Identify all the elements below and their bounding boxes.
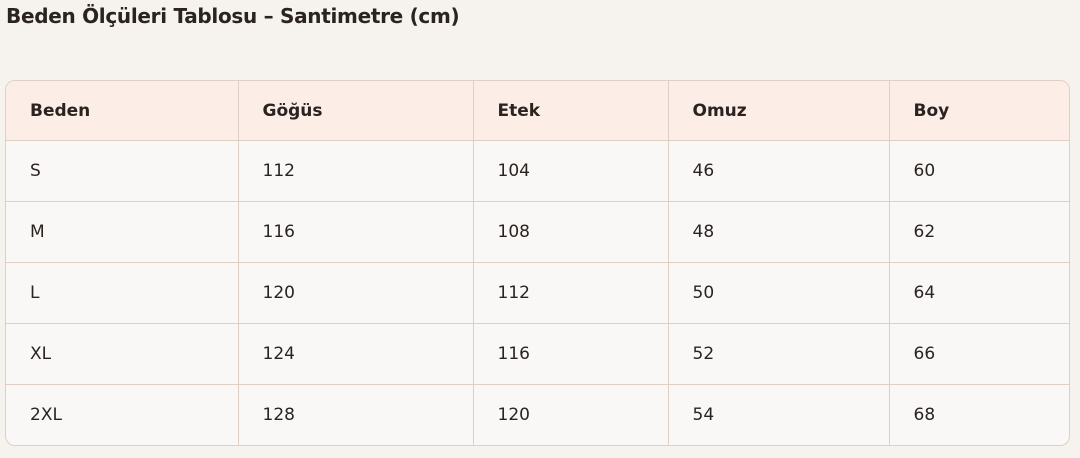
table-cell: 128 [238, 384, 474, 445]
page-title: Beden Ölçüleri Tablosu – Santimetre (cm) [6, 4, 460, 28]
table-row: L 120 112 50 64 [6, 262, 1069, 324]
column-header: Göğüs [238, 81, 474, 141]
table-cell: 116 [473, 323, 669, 385]
table-cell: 108 [473, 201, 669, 263]
table-cell: 68 [913, 405, 936, 425]
column-header: Boy [889, 81, 1069, 141]
table-cell: L [6, 262, 239, 324]
column-header: Beden [6, 81, 239, 141]
table-cell: 54 [668, 384, 890, 445]
table-cell: 116 [238, 201, 474, 263]
column-header: Etek [473, 81, 669, 141]
table-cell: 52 [668, 323, 890, 385]
size-chart-table: Beden Göğüs Etek Omuz Boy S 112 104 46 60 M 116 108… [5, 80, 1070, 446]
column-header: Omuz [668, 81, 890, 141]
table-cell: 120 [238, 262, 474, 324]
table-cell: 50 [668, 262, 890, 324]
table-cell: 124 [238, 323, 474, 385]
table-cell: XL [6, 323, 239, 385]
table-cell: 66 [889, 323, 1069, 385]
table-cell: 48 [668, 201, 890, 263]
table-cell: 112 [473, 262, 669, 324]
table-header-row: Beden Göğüs Etek Omuz Boy [6, 81, 1069, 141]
table-cell: 112 [238, 140, 474, 202]
table-row: 2XL 128 120 54 68 [6, 384, 1069, 445]
table-cell: 120 [473, 384, 669, 445]
table-cell: 104 [473, 140, 669, 202]
table-cell: 46 [668, 140, 890, 202]
table-cell: 60 [889, 140, 1069, 202]
table-cell: M [6, 201, 239, 263]
table-cell: 2XL [6, 384, 239, 445]
table-row: XL 124 116 52 66 [6, 323, 1069, 385]
table-cell: S [6, 140, 239, 202]
table-row: S 112 104 46 60 [6, 140, 1069, 202]
table-cell: 62 [889, 201, 1069, 263]
table-cell: 64 [889, 262, 1069, 324]
table-row: M 116 108 48 62 [6, 201, 1069, 263]
